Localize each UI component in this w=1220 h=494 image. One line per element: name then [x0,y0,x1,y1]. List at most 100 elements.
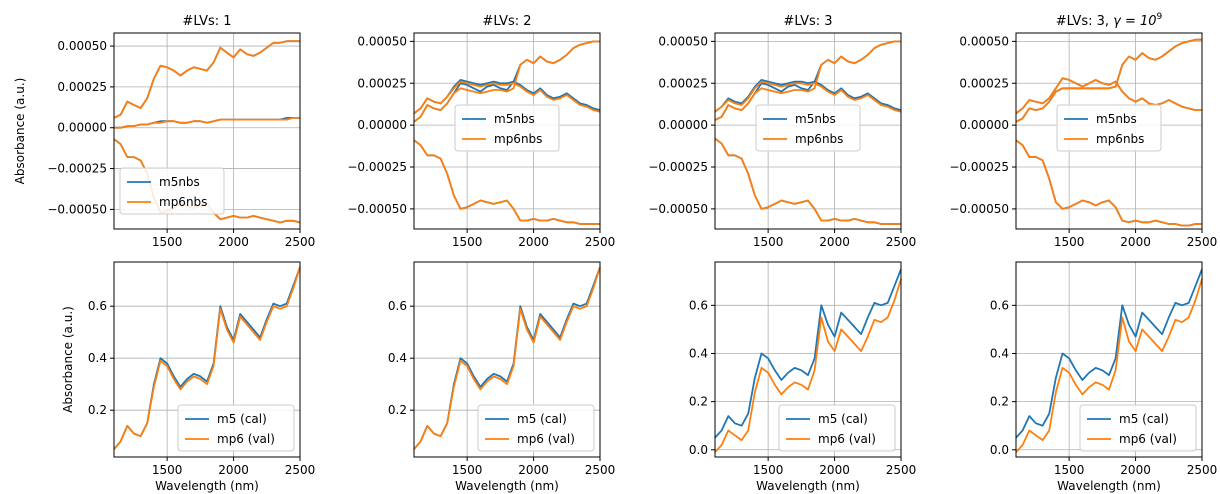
y-tick-label: 0.2 [388,403,407,417]
y-tick-label: 0.2 [990,395,1009,409]
x-tick-label: 1500 [753,235,784,249]
subplot-8: 1500 2000 2500 0.0 0.2 0.4 0.6 Wavelength (nm) m… [990,261,1218,493]
x-tick-label: 2000 [218,235,249,249]
x-tick-label: 2000 [819,235,850,249]
y-tick-label: 0.4 [88,351,107,365]
y-tick-label: −0.00025 [347,160,407,174]
legend: m5nbs mp6nbs [454,104,560,152]
x-tick-label: 1500 [1054,235,1085,249]
x-axis-label: Wavelength (nm) [1057,479,1161,493]
y-tick-label: 0.00025 [57,80,107,94]
x-tick-label: 1500 [152,235,183,249]
x-tick-label: 2000 [1120,235,1151,249]
subplot-6: 1500 2000 2500 0.2 0.4 0.6 Wavelength (nm) m5 (… [388,261,616,493]
subplot-2: 1500 2000 2500 −0.00050 −0.00025 0.00000 0.000… [347,14,615,249]
series-line-blue [1015,268,1203,439]
legend: m5 (cal) mp6 (val) [177,404,295,452]
title-text: #LVs: 3, [1056,14,1113,29]
legend-label: mp6nbs [1096,132,1144,146]
x-tick-label: 2500 [1187,463,1218,477]
y-tick-label: 0.00025 [959,76,1009,90]
y-tick-label: −0.00025 [648,160,708,174]
y-tick-label: 0.6 [88,299,107,313]
axes-frame [113,32,301,230]
y-tick-label: 0.2 [689,395,708,409]
subplot-4: 1500 2000 2500 −0.00050 −0.00025 0.00000 0.000… [949,12,1217,249]
y-tick-label: 0.6 [990,298,1009,312]
legend-label: m5nbs [1096,112,1137,126]
legend-label: mp6 (val) [818,432,876,446]
x-tick-label: 1500 [152,463,183,477]
x-tick-label: 1500 [452,463,483,477]
legend: m5 (cal) mp6 (val) [1079,404,1197,452]
series-line-orange [114,117,300,129]
legend: m5 (cal) mp6 (val) [477,404,595,452]
y-axis-label: Absorbance (a.u.) [61,306,75,413]
legend-label: mp6 (val) [517,432,575,446]
axes-frame [413,261,601,458]
y-tick-label: 0.00050 [959,34,1009,48]
y-tick-label: 0.0 [990,443,1009,457]
legend-label: mp6nbs [795,132,843,146]
legend-label: mp6 (val) [1119,432,1177,446]
legend-label: m5nbs [795,112,836,126]
x-tick-label: 2500 [1187,235,1218,249]
series-line-orange [413,139,600,225]
series-line-orange [413,40,600,123]
y-tick-label: 0.00050 [57,39,107,53]
x-tick-label: 2000 [518,463,549,477]
subplot-title: #LVs: 2 [482,14,531,29]
x-tick-label: 2000 [819,463,850,477]
y-tick-label: 0.6 [388,299,407,313]
x-tick-label: 2500 [585,463,616,477]
axes-frame [113,261,301,458]
series-group [413,266,601,450]
axes-frame [714,32,902,230]
series-line-orange [1015,38,1202,123]
series-line-orange [1015,139,1202,227]
y-tick-label: 0.4 [689,346,708,360]
series-group [1015,268,1203,453]
x-axis-label: Wavelength (nm) [756,479,860,493]
series-line-orange [714,137,901,225]
series-line-orange [714,278,902,453]
title-text: #LVs: 3 [783,14,832,29]
x-tick-label: 2500 [285,235,316,249]
y-tick-label: −0.00025 [949,160,1009,174]
legend: m5 (cal) mp6 (val) [778,404,896,452]
legend-label: m5 (cal) [217,412,267,426]
series-line-orange [413,266,601,450]
legend-label: m5nbs [159,175,200,189]
y-tick-label: 0.00000 [57,121,107,135]
x-axis-label: Wavelength (nm) [455,479,559,493]
series-line-orange [113,40,300,119]
y-tick-label: 0.0 [689,443,708,457]
axes-frame [1015,32,1203,230]
legend-label: m5nbs [494,112,535,126]
x-tick-label: 1500 [1054,463,1085,477]
legend-label: m5 (cal) [818,412,868,426]
series-group [714,40,902,225]
x-tick-label: 2000 [518,235,549,249]
y-tick-label: 0.2 [88,403,107,417]
y-tick-label: 0.00050 [357,34,407,48]
series-line-orange [413,80,601,115]
subplot-3: 1500 2000 2500 −0.00050 −0.00025 0.00000 0.000… [648,14,916,249]
legend-label: mp6 (val) [217,432,275,446]
x-axis-label: Wavelength (nm) [155,479,259,493]
legend-label: m5 (cal) [517,412,567,426]
subplot-7: 1500 2000 2500 0.0 0.2 0.4 0.6 Wavelength (nm) m… [689,261,916,493]
series-group [714,268,902,453]
title-superscript: 9 [1157,12,1163,22]
legend: m5nbs mp6nbs [1056,104,1162,152]
y-tick-label: 0.00025 [357,76,407,90]
series-line-blue [714,79,902,113]
legend-label: m5 (cal) [1119,412,1169,426]
y-tick-label: 0.4 [990,346,1009,360]
y-tick-label: 0.00000 [357,118,407,132]
y-tick-label: 0.6 [689,298,708,312]
x-tick-label: 1500 [452,235,483,249]
axes-frame [714,261,902,458]
series-line-blue [413,139,600,225]
